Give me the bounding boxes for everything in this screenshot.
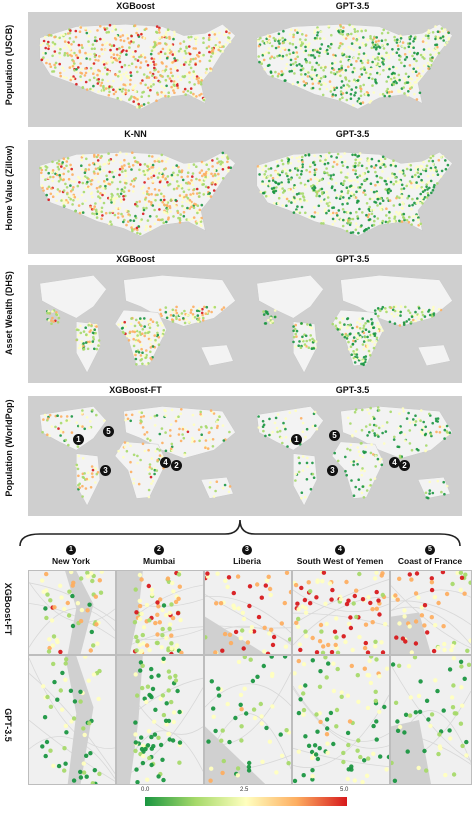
row2-left-title: K-NN bbox=[124, 129, 147, 139]
zoom-r1-new-york bbox=[28, 655, 116, 785]
badge-4-right: 4 bbox=[389, 457, 400, 468]
zoom-svg bbox=[391, 656, 471, 784]
zoom-svg bbox=[117, 656, 203, 784]
region-header-new-york: 1 New York bbox=[28, 545, 114, 566]
row4-left-title: XGBoost-FT bbox=[109, 385, 162, 395]
zoom-r0-france bbox=[390, 570, 472, 655]
row-label-asset-wealth: Asset Wealth (DHS) bbox=[4, 271, 14, 355]
region-name: Coast of France bbox=[397, 556, 463, 566]
map-r0-right bbox=[245, 12, 462, 127]
zoom-svg bbox=[29, 656, 115, 784]
row1-left-title: XGBoost bbox=[116, 1, 155, 11]
zoom-row-label-xgboost-ft: XGBoost-FT bbox=[3, 582, 13, 636]
region-num-2: 2 bbox=[154, 545, 164, 555]
badge-1-right: 1 bbox=[291, 434, 302, 445]
zoom-svg bbox=[205, 571, 291, 654]
zoom-row-label-gpt35: GPT-3.5 bbox=[3, 708, 13, 742]
us-map-svg bbox=[29, 141, 244, 253]
row-label-population-uscb: Population (USCB) bbox=[4, 24, 14, 106]
zoom-r1-france bbox=[390, 655, 472, 785]
badge-3-right: 3 bbox=[327, 465, 338, 476]
zoom-r0-yemen bbox=[292, 570, 390, 655]
zoom-r0-liberia bbox=[204, 570, 292, 655]
badge-5-left: 5 bbox=[103, 426, 114, 437]
colorbar bbox=[145, 797, 347, 806]
badge-2-right: 2 bbox=[399, 460, 410, 471]
world-map-svg bbox=[246, 266, 461, 382]
region-name: Mumbai bbox=[142, 556, 176, 566]
region-num-1: 1 bbox=[66, 545, 76, 555]
row3-left-title: XGBoost bbox=[116, 254, 155, 264]
zoom-r1-yemen bbox=[292, 655, 390, 785]
row4-right-title: GPT-3.5 bbox=[335, 385, 370, 395]
zoom-r1-mumbai bbox=[116, 655, 204, 785]
badge-1-left: 1 bbox=[73, 434, 84, 445]
world-map-svg bbox=[29, 397, 244, 515]
zoom-svg bbox=[391, 571, 471, 654]
world-map-svg bbox=[246, 397, 461, 515]
badge-5-right: 5 bbox=[329, 430, 340, 441]
region-header-liberia: 3 Liberia bbox=[204, 545, 290, 566]
badge-4-left: 4 bbox=[160, 457, 171, 468]
zoom-r0-new-york bbox=[28, 570, 116, 655]
us-map-svg bbox=[246, 141, 461, 253]
region-header-mumbai: 2 Mumbai bbox=[116, 545, 202, 566]
us-map-svg bbox=[246, 13, 461, 126]
badge-3-left: 3 bbox=[100, 465, 111, 476]
row-label-population-worldpop: Population (WorldPop) bbox=[4, 399, 14, 497]
badge-2-left: 2 bbox=[171, 460, 182, 471]
map-r3-left bbox=[28, 396, 245, 516]
row1-right-title: GPT-3.5 bbox=[335, 1, 370, 11]
row3-right-title: GPT-3.5 bbox=[335, 254, 370, 264]
region-num-5: 5 bbox=[425, 545, 435, 555]
region-num-3: 3 bbox=[242, 545, 252, 555]
row-label-home-value: Home Value (Zillow) bbox=[4, 145, 14, 231]
zoom-svg bbox=[205, 656, 291, 784]
map-r3-right bbox=[245, 396, 462, 516]
zoom-svg bbox=[29, 571, 115, 654]
colorbar-max-label: 5.0 bbox=[340, 787, 349, 793]
zoom-r0-mumbai bbox=[116, 570, 204, 655]
region-name: South West of Yemen bbox=[296, 556, 384, 566]
map-r2-right bbox=[245, 265, 462, 383]
brace-connector bbox=[19, 519, 461, 547]
map-r1-left bbox=[28, 140, 245, 254]
zoom-svg bbox=[293, 571, 389, 654]
map-r1-right bbox=[245, 140, 462, 254]
region-num-4: 4 bbox=[335, 545, 345, 555]
map-r2-left bbox=[28, 265, 245, 383]
region-name: New York bbox=[52, 556, 90, 566]
row2-right-title: GPT-3.5 bbox=[335, 129, 370, 139]
region-header-yemen: 4 South West of Yemen bbox=[292, 545, 388, 566]
zoom-svg bbox=[117, 571, 203, 654]
world-map-svg bbox=[29, 266, 244, 382]
region-header-france: 5 Coast of France bbox=[390, 545, 470, 566]
zoom-svg bbox=[293, 656, 389, 784]
colorbar-min-label: 0.0 bbox=[141, 787, 150, 793]
map-r0-left bbox=[28, 12, 245, 127]
region-name: Liberia bbox=[233, 556, 261, 566]
us-map-svg bbox=[29, 13, 244, 126]
colorbar-mid-label: 2.5 bbox=[240, 787, 249, 793]
zoom-r1-liberia bbox=[204, 655, 292, 785]
